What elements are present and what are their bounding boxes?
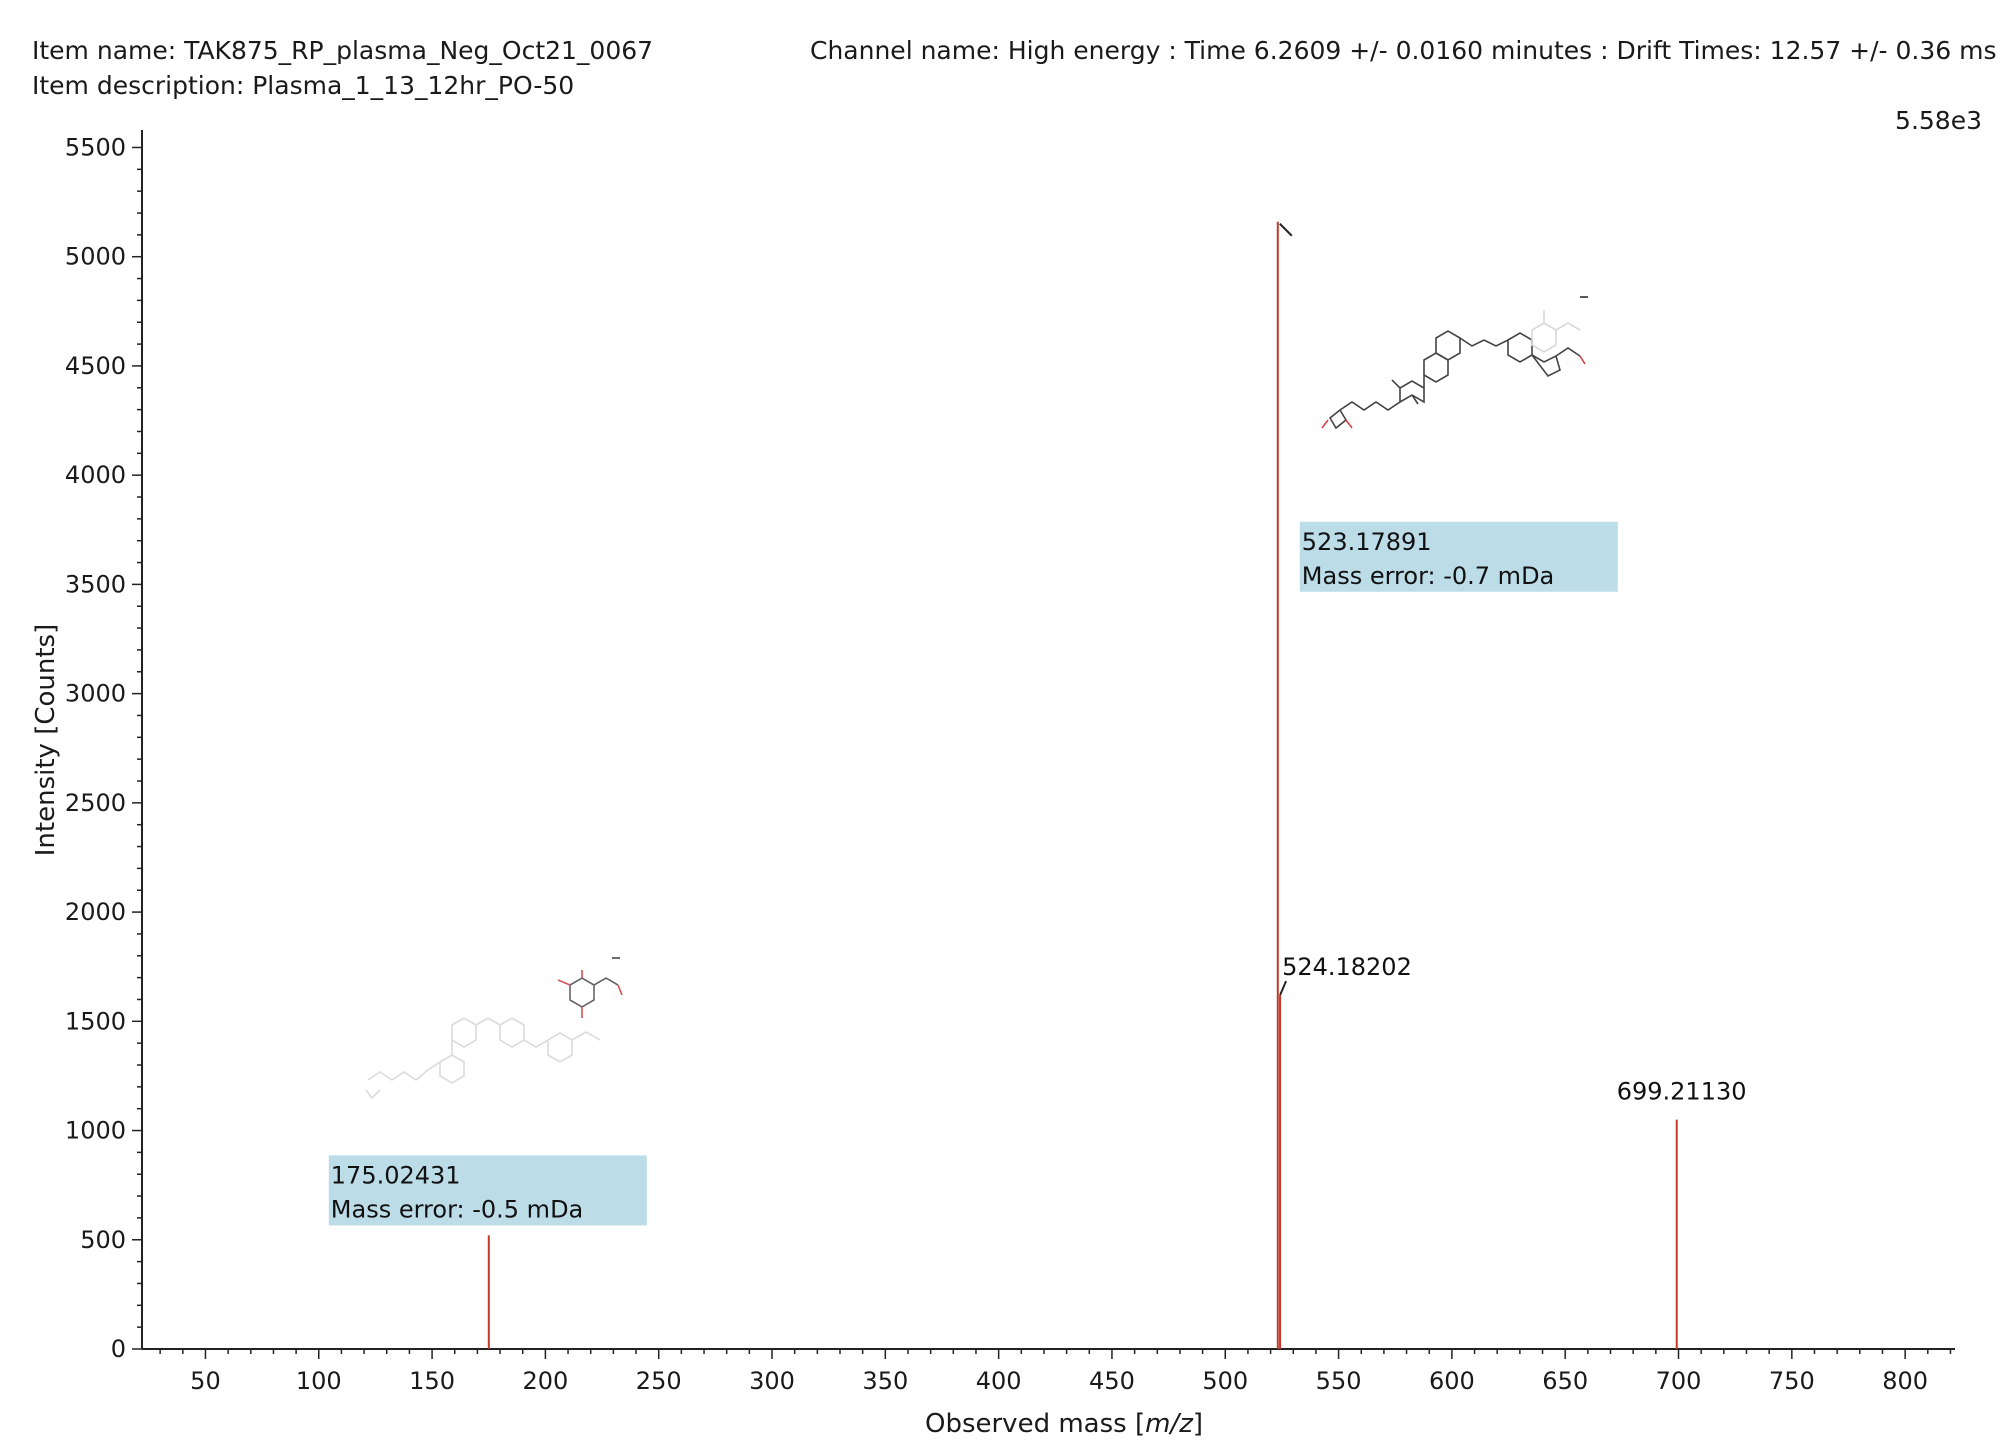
item-description: Item description: Plasma_1_13_12hr_PO-50 [32,71,575,100]
y-axis-title: Intensity [Counts] [31,624,61,856]
x-tick-label: 150 [409,1367,455,1395]
y-tick-label: 2500 [65,789,126,817]
item-name: Item name: TAK875_RP_plasma_Neg_Oct21_00… [32,36,654,65]
y-tick-label: 0 [111,1335,126,1363]
peak-mz-label: 523.17891 [1302,528,1432,556]
peak-mz-label: 175.02431 [331,1161,461,1189]
y-ticks: 0 500 1000 1500 2000 2500 3000 3500 4000 4500 5000… [65,133,142,1363]
x-axis-title: Observed mass [m/z] [925,1409,1203,1439]
y-tick-label: 4500 [65,352,126,380]
x-tick-label: 500 [1202,1367,1248,1395]
peak-mz-label: 524.18202 [1282,953,1412,981]
y-tick-label: 4000 [65,461,126,489]
x-tick-label: 550 [1316,1367,1362,1395]
y-tick-label: 5000 [65,243,126,271]
peak-annotations: 175.02431 Mass error: -0.5 mDa 523.17891 Ma… [328,223,1747,1226]
x-tick-label: 100 [296,1367,342,1395]
x-tick-label: 250 [636,1367,682,1395]
scale-max-label: 5.58e3 [1895,106,1982,135]
y-tick-label: 500 [80,1226,126,1254]
y-tick-label: 2000 [65,898,126,926]
peak-leader-line [1279,223,1293,237]
peak-annotation-box [1299,521,1618,592]
x-tick-label: 50 [190,1367,221,1395]
y-tick-label: 1000 [65,1117,126,1145]
peak-mass-error-label: Mass error: -0.7 mDa [1302,562,1554,590]
structure-glucuronide-fragment [365,957,623,1100]
y-tick-label: 3500 [65,570,126,598]
axes [141,130,1955,1350]
x-tick-label: 600 [1429,1367,1475,1395]
peaks [487,221,1678,1349]
x-tick-label: 800 [1882,1367,1928,1395]
peak-mz-label: 699.21130 [1617,1078,1747,1106]
x-tick-label: 750 [1769,1367,1815,1395]
structure-parent-compound [1321,296,1588,430]
x-tick-label: 700 [1656,1367,1702,1395]
channel-name: Channel name: High energy : Time 6.2609 … [810,36,1997,65]
x-tick-label: 200 [522,1367,568,1395]
molecule-structures [365,296,1588,1100]
x-tick-label: 400 [976,1367,1022,1395]
peak-annotation-box [328,1155,647,1226]
x-tick-label: 450 [1089,1367,1135,1395]
x-tick-label: 300 [749,1367,795,1395]
y-tick-label: 3000 [65,680,126,708]
peak-mass-error-label: Mass error: -0.5 mDa [331,1195,583,1223]
x-ticks: 50 100 150 200 250 300 350 400 450 500 550 600 650 70… [159,1349,1952,1395]
y-tick-label: 5500 [65,133,126,161]
x-tick-label: 650 [1542,1367,1588,1395]
y-tick-label: 1500 [65,1007,126,1035]
x-tick-label: 350 [862,1367,908,1395]
peak-leader-line [1279,980,1287,996]
